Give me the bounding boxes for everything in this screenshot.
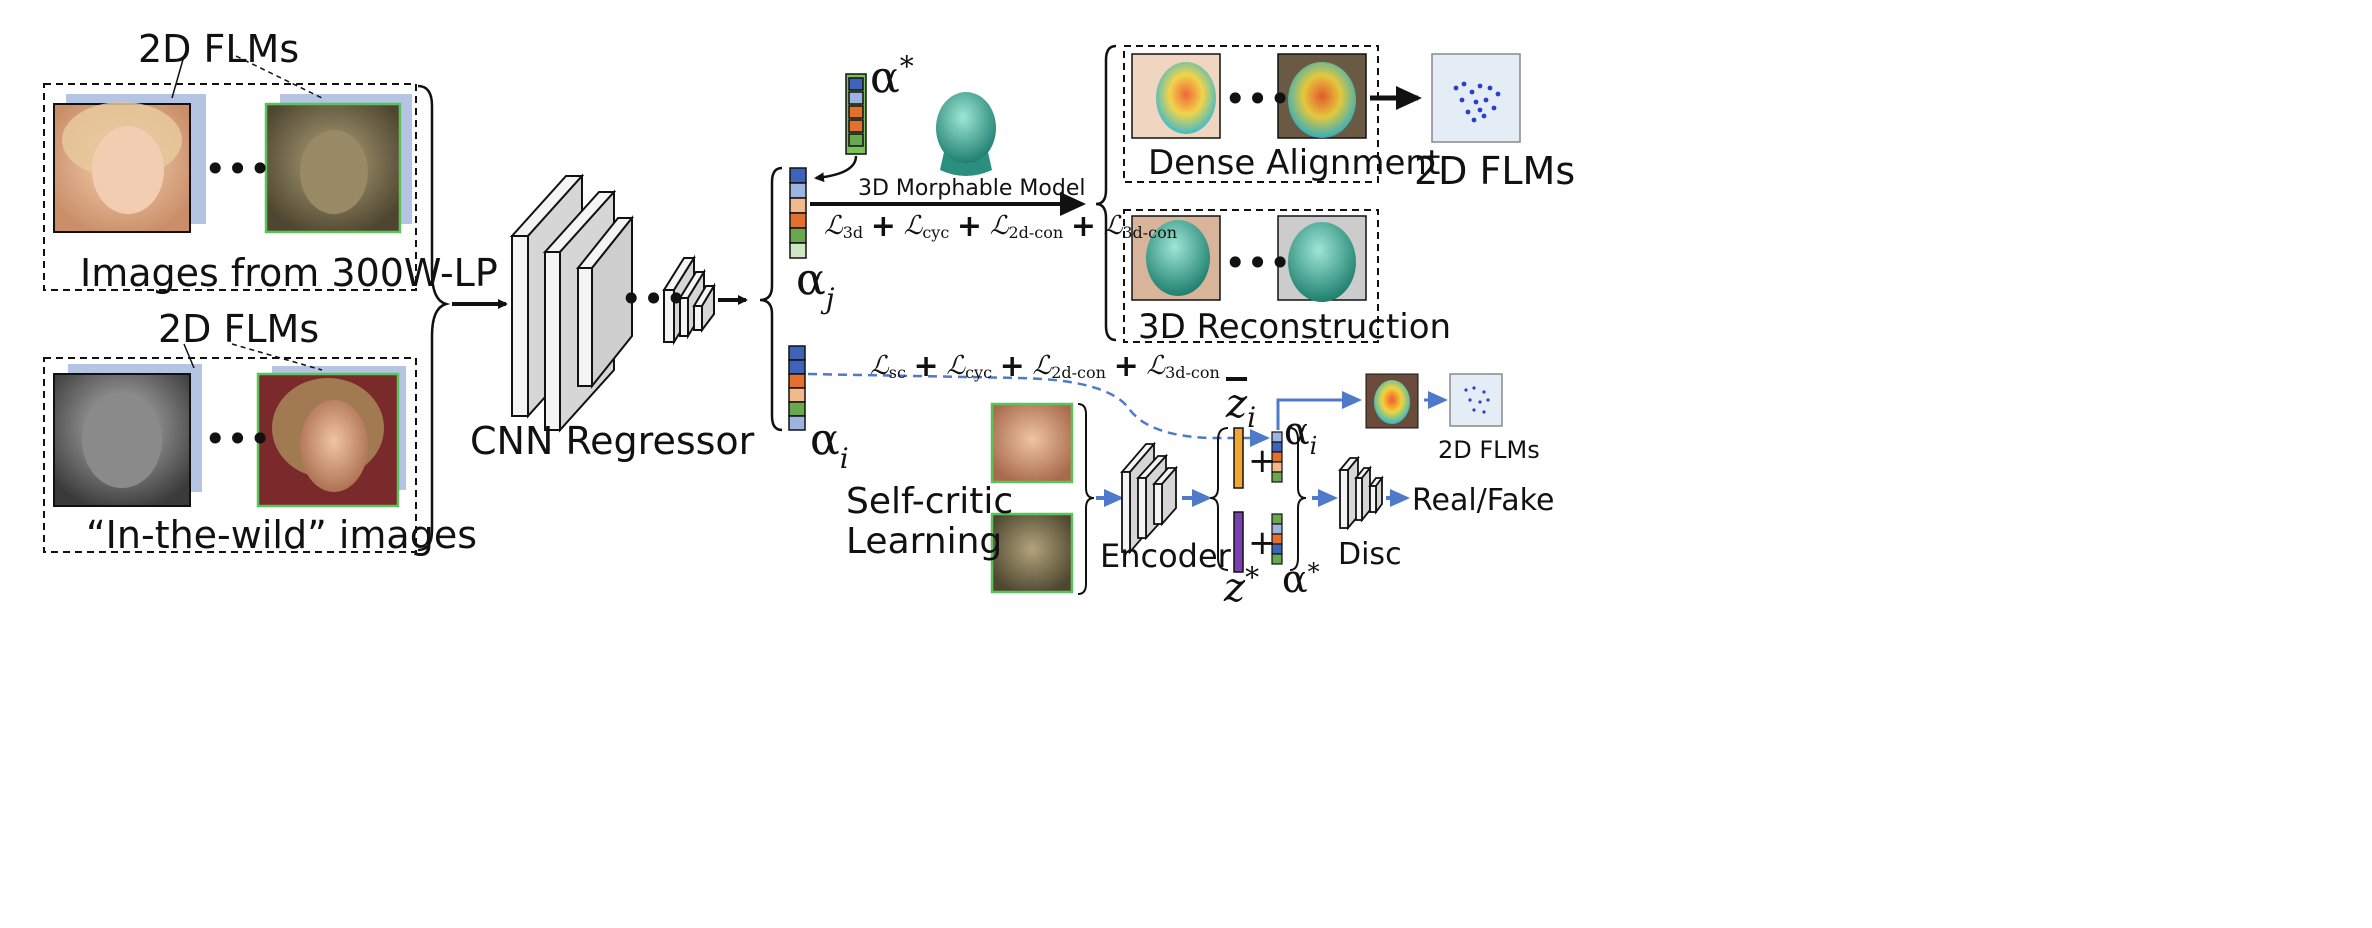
small-render-overlay (1374, 380, 1410, 424)
combined-vector (1271, 431, 1283, 483)
face-shape (82, 392, 162, 488)
flm-pointer-dashed (235, 55, 323, 99)
face-shape (300, 400, 368, 492)
flm-panel-small (1449, 373, 1503, 427)
alpha-j-label: αj (796, 254, 835, 315)
flm-pointer (183, 343, 195, 369)
dense-overlay (1288, 62, 1356, 138)
flm-pointer-dashed (231, 343, 323, 371)
dense-overlay (1156, 62, 1216, 134)
reconstruction-box (1123, 209, 1379, 343)
group-300w-box (43, 83, 417, 291)
flm-label-right: 2D FLMs (1414, 149, 1576, 193)
latent-brace-left (1209, 427, 1229, 571)
dense-alignment-box (1123, 45, 1379, 183)
loss-bottom: ℒsc + ℒcyc + ℒ2d-con + ℒ3d-con (870, 349, 1220, 384)
disc-label: Disc (1338, 537, 1402, 572)
ellipsis-recon: ••• (1224, 241, 1292, 285)
alpha-star-small-vector (1271, 513, 1283, 565)
cnn-regressor-label: CNN Regressor (470, 419, 755, 463)
flm-label-top: 2D FLMs (138, 27, 300, 71)
z-bar-orange (1233, 427, 1244, 489)
plus-bottom: + (1248, 523, 1277, 563)
output-brace (759, 166, 783, 432)
flm-label-small: 2D FLMs (1438, 436, 1540, 464)
z-bar-label: zi (1226, 381, 1257, 434)
landmark-dots-small (1464, 386, 1490, 414)
cnn-regressor-blocks (509, 173, 716, 433)
alpha-star-small-label: α* (1282, 557, 1320, 601)
images-300w-label: Images from 300W-LP (80, 251, 498, 295)
latent-brace-right (1289, 427, 1307, 571)
alpha-star-vector (845, 73, 867, 155)
sc-brace (1077, 403, 1095, 595)
right-brace (1095, 44, 1117, 342)
encoder-blocks (1120, 441, 1178, 555)
ellipsis-wild: ••• (204, 417, 272, 461)
in-the-wild-label: “In-the-wild” images (86, 513, 478, 557)
dashed-blue-curve (807, 372, 1270, 447)
flm-pointer (171, 55, 185, 99)
plus-top: + (1248, 441, 1277, 481)
flm-label-mid: 2D FLMs (158, 307, 320, 351)
alpha-i-label: αi (810, 414, 849, 475)
render-arrow (1276, 391, 1362, 430)
loss-top: ℒ3d + ℒcyc + ℒ2d-con + ℒ3d-con (824, 209, 1178, 244)
self-critic-label-1: Self-critic (846, 481, 1014, 522)
ellipsis-dense: ••• (1224, 77, 1292, 121)
recon-overlay (1288, 222, 1356, 302)
sc-photo-1 (990, 402, 1074, 484)
morphable-head-icon (936, 92, 996, 176)
alpha-star-arrow (814, 155, 858, 183)
recon-overlay (1146, 220, 1210, 296)
left-brace (417, 84, 451, 552)
sc-photo-2 (990, 512, 1074, 594)
z-star-label: z* (1224, 561, 1260, 611)
encoder-label: Encoder (1100, 537, 1231, 575)
reconstruction-label: 3D Reconstruction (1138, 307, 1452, 347)
dense-alignment-label: Dense Alignment (1148, 143, 1441, 183)
group-wild-box (43, 357, 417, 553)
z-bar-purple (1233, 511, 1244, 573)
real-fake-label: Real/Fake (1412, 483, 1555, 518)
alpha-star-label: α* (870, 50, 914, 103)
face-shape (92, 126, 164, 214)
alpha-i-vector (788, 345, 806, 431)
morphable-model-label: 3D Morphable Model (858, 176, 1086, 201)
self-critic-label-2: Learning (846, 521, 1003, 562)
alpha-i-small-label: αi (1284, 409, 1318, 460)
face-shape (300, 130, 368, 214)
flm-panel-large (1431, 53, 1521, 143)
disc-blocks (1338, 455, 1384, 531)
alpha-j-vector (789, 167, 807, 259)
ellipsis-300w: ••• (204, 147, 272, 191)
ellipsis-cnn: ••• (620, 277, 688, 321)
landmark-dots (1453, 81, 1501, 123)
